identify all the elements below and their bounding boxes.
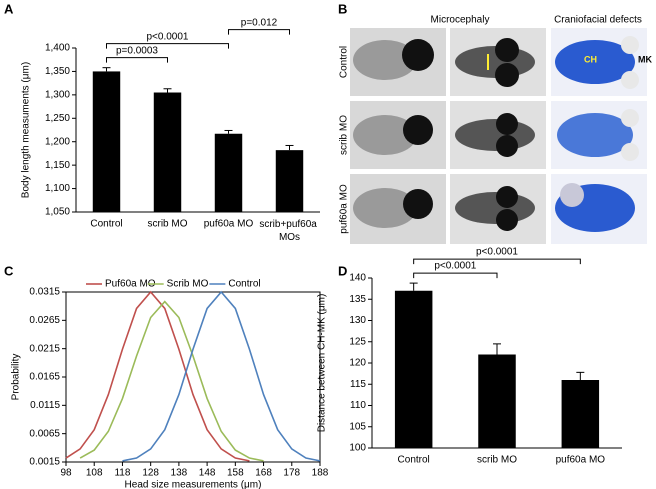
y-tick-label: 1,400 [45,43,70,54]
x-tick-label: 148 [199,468,216,479]
y-tick-label: 0.0165 [29,372,60,383]
annotation: p<0.0001 [434,261,476,272]
y-tick-label: 100 [349,443,366,454]
y-tick-label: 130 [349,315,366,326]
significance-bracket [413,272,498,279]
row-scrib [350,101,647,169]
significance-bracket [106,57,168,63]
x-tick-label: 128 [142,468,159,479]
legend-label: Control [228,279,260,290]
x-tick-label: 168 [255,468,272,479]
panel-letter: C [4,263,14,278]
legend-label: Scrib MO [167,279,209,290]
y-tick-label: 140 [349,273,366,284]
y-tick-label: 1,200 [45,136,70,147]
y-tick-label: 110 [350,400,366,411]
y-axis-label: Distance between CH-MK (μm) [317,294,328,433]
significance-bracket [413,258,581,265]
annotation: p<0.0001 [476,247,518,258]
row-label: puf60a MO [339,184,350,234]
image-grid [350,28,647,244]
x-tick-label: puf60a MO [204,219,254,230]
x-axis-label: Head size measurements (μm) [125,480,262,489]
x-tick-label: 108 [86,468,103,479]
legend-label: Puf60a MO [105,279,156,290]
y-axis-label: Probability [11,354,22,401]
y-tick-label: 1,050 [45,207,70,218]
y-tick-label: 105 [349,421,366,432]
y-tick-label: 0.0265 [29,315,60,326]
y-tick-label: 0.0065 [29,428,60,439]
significance-bracket [228,29,290,35]
x-tick-label: 188 [312,468,329,479]
y-axis-label: Body length measuments (μm) [21,62,32,198]
y-tick-label: 0.0015 [29,457,60,468]
bar [478,354,516,448]
y-tick-label: 135 [349,294,366,305]
marker-label: MK [638,54,652,64]
x-tick-label: 178 [283,468,300,479]
y-tick-label: 0.0315 [29,287,60,298]
annotation: p=0.012 [241,17,278,28]
panel-letter: D [338,263,347,278]
bar [275,150,304,212]
plot-frame [65,291,321,463]
x-tick-label: Control [398,455,430,466]
y-tick-label: 1,100 [45,183,70,194]
bar [92,71,121,212]
panel-letter: A [4,1,14,16]
panel-letter: B [338,1,347,16]
x-tick-label: 158 [227,468,244,479]
y-tick-label: 1,300 [45,89,70,100]
x-tick-label: puf60a MO [556,455,606,466]
y-tick-label: 0.0215 [29,343,60,354]
x-tick-label: 138 [171,468,188,479]
x-tick-label: 98 [60,468,72,479]
annotation: p=0.0003 [116,45,158,56]
row-label: Control [339,46,350,78]
y-tick-label: 1,150 [45,160,70,171]
y-tick-label: 0.0115 [30,400,60,411]
y-tick-label: 1,250 [45,113,70,124]
y-tick-label: 125 [349,336,366,347]
bar [561,380,600,448]
y-tick-label: 115 [350,379,366,390]
x-tick-label: scrib MO [148,219,188,230]
x-tick-label: scrib+puf60a MOs [259,219,319,243]
annotation: p<0.0001 [147,31,189,42]
x-tick-label: 118 [114,468,130,479]
bar [214,133,243,212]
x-tick-label: scrib MO [477,455,517,466]
bar [394,290,433,448]
x-tick-label: Control [90,219,122,230]
row-label: scrib MO [339,115,350,155]
y-tick-label: 1,350 [45,66,70,77]
column-header: Microcephaly [431,15,490,26]
line-series [79,300,264,462]
significance-bracket [106,43,229,49]
row-puf60a [350,174,647,244]
y-tick-label: 120 [349,358,366,369]
column-header: Craniofacial defects [554,15,642,26]
bar [153,92,182,212]
row-control [350,28,647,96]
line-series [65,290,250,462]
marker-label: CH [584,54,597,64]
line-series [122,290,321,462]
